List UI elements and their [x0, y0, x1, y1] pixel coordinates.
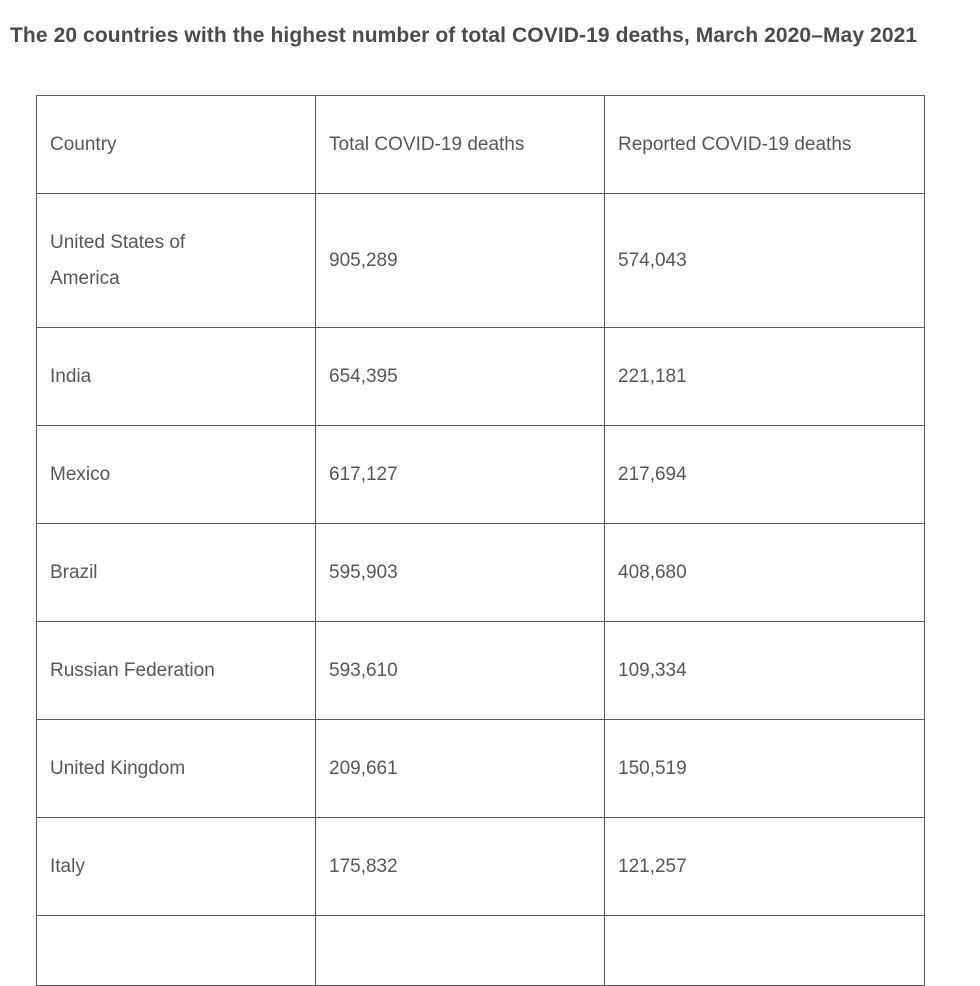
- covid-deaths-table: Country Total COVID-19 deaths Reported C…: [36, 95, 925, 986]
- table-row: Brazil 595,903 408,680: [36, 523, 925, 622]
- cell-reported: 408,680: [604, 523, 925, 622]
- cell-country: United States of America: [36, 193, 316, 328]
- cell-reported: [604, 915, 925, 986]
- cell-reported: 150,519: [604, 719, 925, 818]
- cell-country: Russian Federation: [36, 621, 316, 720]
- table-row: India 654,395 221,181: [36, 327, 925, 426]
- table-row: United Kingdom 209,661 150,519: [36, 719, 925, 818]
- cell-total: 209,661: [315, 719, 605, 818]
- column-header-reported: Reported COVID-19 deaths: [604, 95, 925, 194]
- cell-total: 593,610: [315, 621, 605, 720]
- cell-country: [36, 915, 316, 986]
- cell-country: Mexico: [36, 425, 316, 524]
- cell-total: 595,903: [315, 523, 605, 622]
- cell-country: Italy: [36, 817, 316, 916]
- table-row: United States of America 905,289 574,043: [36, 193, 925, 328]
- cell-reported: 574,043: [604, 193, 925, 328]
- table-row: Russian Federation 593,610 109,334: [36, 621, 925, 720]
- cell-total: 905,289: [315, 193, 605, 328]
- cell-total: 175,832: [315, 817, 605, 916]
- cell-total: [315, 915, 605, 986]
- cell-total: 617,127: [315, 425, 605, 524]
- cell-reported: 121,257: [604, 817, 925, 916]
- column-header-total: Total COVID-19 deaths: [315, 95, 605, 194]
- cell-country: United Kingdom: [36, 719, 316, 818]
- table-row: Italy 175,832 121,257: [36, 817, 925, 916]
- cell-country: India: [36, 327, 316, 426]
- cell-reported: 217,694: [604, 425, 925, 524]
- column-header-country: Country: [36, 95, 316, 194]
- table-header-row: Country Total COVID-19 deaths Reported C…: [36, 95, 925, 194]
- page-title: The 20 countries with the highest number…: [10, 24, 918, 47]
- cell-country: Brazil: [36, 523, 316, 622]
- cell-country-text: United States of America: [50, 232, 186, 289]
- cell-reported: 221,181: [604, 327, 925, 426]
- cell-total: 654,395: [315, 327, 605, 426]
- cell-reported: 109,334: [604, 621, 925, 720]
- table-row: Mexico 617,127 217,694: [36, 425, 925, 524]
- table-row-partial: [36, 915, 925, 986]
